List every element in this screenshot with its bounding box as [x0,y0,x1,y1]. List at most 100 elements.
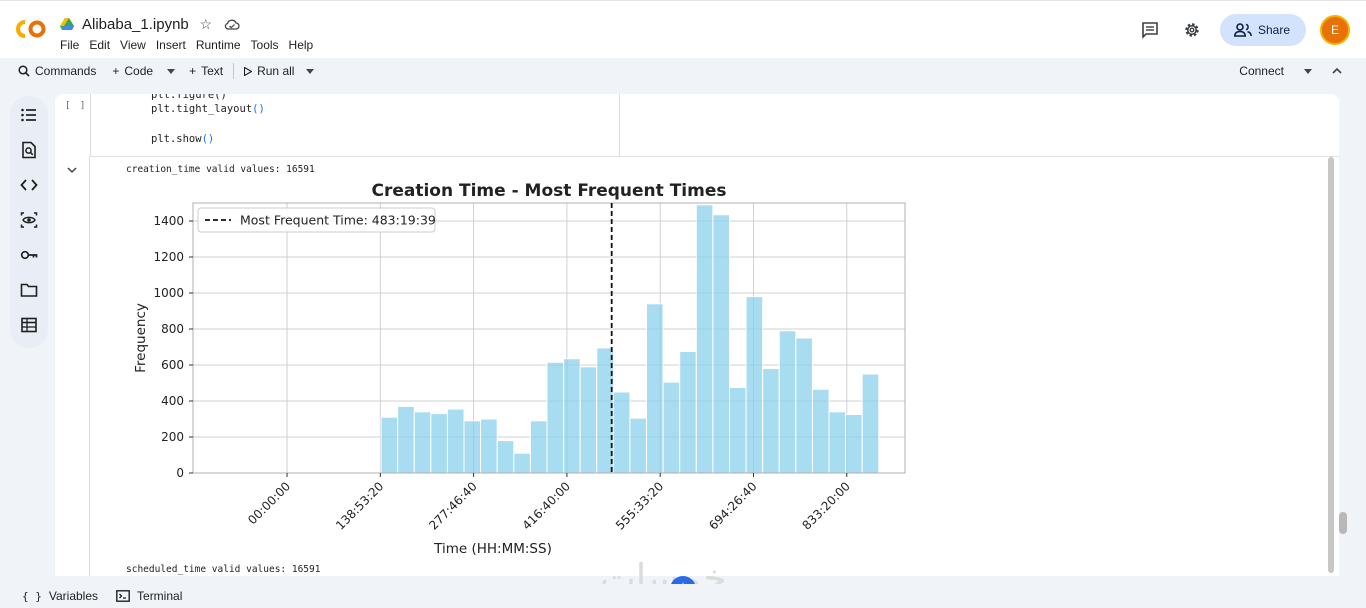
y-tick-label: 800 [161,322,184,336]
menu-file[interactable]: File [60,38,80,52]
connect-label: Connect [1239,64,1284,78]
code-line: plt.show() [151,133,214,145]
menu-view[interactable]: View [120,38,146,52]
code-paren: () [201,133,215,145]
code-fn: plt.tight_layout [151,103,253,115]
commands-button[interactable]: Commands [10,60,104,82]
find-icon[interactable] [20,141,38,159]
legend-entry: Most Frequent Time: 483:19:39 [240,213,436,228]
histogram-bar [563,358,581,474]
commands-label: Commands [35,64,97,78]
dropdown-arrow-icon [1304,68,1312,74]
variables-label: Variables [48,589,99,603]
folder-icon[interactable] [20,281,38,299]
share-button[interactable]: Share [1219,14,1306,46]
table-icon[interactable] [20,316,38,334]
x-tick-label: 277:46:40 [426,479,479,532]
cloud-icon[interactable] [223,18,241,30]
toolbar-divider [233,63,235,79]
dropdown-arrow-icon [306,68,315,74]
menu-insert[interactable]: Insert [155,38,186,52]
code-cell-editor[interactable]: plt.figure() plt.tight_layout() plt.show… [90,94,620,156]
code-line: plt.tight_layout() [151,103,265,115]
terminal-label: Terminal [137,589,183,603]
histogram-bar [513,452,531,474]
add-text-button[interactable]: + Text [181,60,231,82]
code-fn: plt.show [151,133,202,145]
left-rail [10,96,48,348]
y-tick-label: 400 [161,394,184,408]
plus-icon: + [189,64,197,78]
histogram-bar [496,440,515,474]
plot-frame [192,202,906,474]
histogram-bar [845,414,863,474]
code-line-clipped: plt.figure() [151,94,227,101]
terminal-button[interactable]: Terminal [116,589,182,603]
histogram-bar [861,373,880,474]
histogram-bar [762,368,780,474]
x-tick-label: 416:40:00 [520,479,573,532]
secrets-eye-icon[interactable] [20,211,38,229]
output-line-creation: creation_time valid values: 16591 [126,164,315,175]
x-tick-label: 138:53:20 [333,479,386,532]
menu-tools[interactable]: Tools [250,38,279,52]
histogram-bar [745,296,764,474]
x-tick-label: 555:33:20 [613,479,666,532]
menu-runtime[interactable]: Runtime [195,38,241,52]
toc-icon[interactable] [20,106,38,124]
code-dropdown[interactable] [161,60,181,82]
x-tick-label: 833:20:00 [799,479,852,532]
share-label: Share [1257,23,1290,37]
plus-icon: + [112,64,120,78]
variables-button[interactable]: { } Variables [22,589,98,603]
drive-icon[interactable] [60,18,74,30]
histogram-bar [463,420,482,474]
cell-run-indicator[interactable]: [ ] [65,101,88,111]
dropdown-arrow-icon [167,68,176,74]
settings-button[interactable] [1178,16,1206,44]
output-scrollbar[interactable] [1328,157,1334,573]
braces-icon: { } [22,589,42,603]
output-gutter-line [89,157,90,576]
histogram-bar [430,413,448,474]
histogram-bar [579,366,598,474]
top-bar: Alibaba_1.ipynb ☆ File Edit View Insert … [0,0,1366,58]
collapse-output-chevron-icon[interactable] [65,165,79,175]
colab-logo-icon[interactable] [14,18,48,40]
add-code-button[interactable]: + Code [104,60,161,82]
menu-bar: File Edit View Insert Runtime Tools Help [60,38,313,52]
menu-edit[interactable]: Edit [89,38,111,52]
histogram-bar [629,417,648,474]
text-label: Text [201,64,224,78]
comment-button[interactable] [1136,16,1164,44]
histogram-bar [546,361,565,474]
play-icon [244,66,253,76]
connect-dropdown[interactable] [1304,60,1312,82]
code-snippets-icon[interactable] [20,176,38,194]
legend-box [197,207,436,233]
page-scrollbar-thumb[interactable] [1339,512,1347,534]
histogram-bar [795,337,813,474]
collapse-toolbar-button[interactable] [1332,60,1342,82]
histogram-bar [695,204,714,474]
run-all-button[interactable]: Run all [236,60,302,82]
avatar[interactable]: E [1320,15,1350,45]
chevron-up-icon [1332,68,1342,74]
people-icon [1233,23,1252,37]
histogram-bar [778,330,797,474]
run-all-dropdown[interactable] [302,60,318,82]
notebook-title[interactable]: Alibaba_1.ipynb [82,15,189,33]
x-axis-label: Time (HH:MM:SS) [433,541,552,557]
run-all-label: Run all [257,64,295,78]
search-icon [18,65,30,77]
connect-button[interactable]: Connect [1239,60,1284,82]
y-axis-label: Frequency [133,303,149,373]
histogram-bar [480,418,498,474]
key-icon[interactable] [20,246,38,264]
code-label: Code [124,64,154,78]
histogram-bar [712,214,730,474]
histogram-bar [728,387,747,474]
histogram-bar [529,420,548,474]
star-icon[interactable]: ☆ [199,15,213,32]
menu-help[interactable]: Help [288,38,314,52]
